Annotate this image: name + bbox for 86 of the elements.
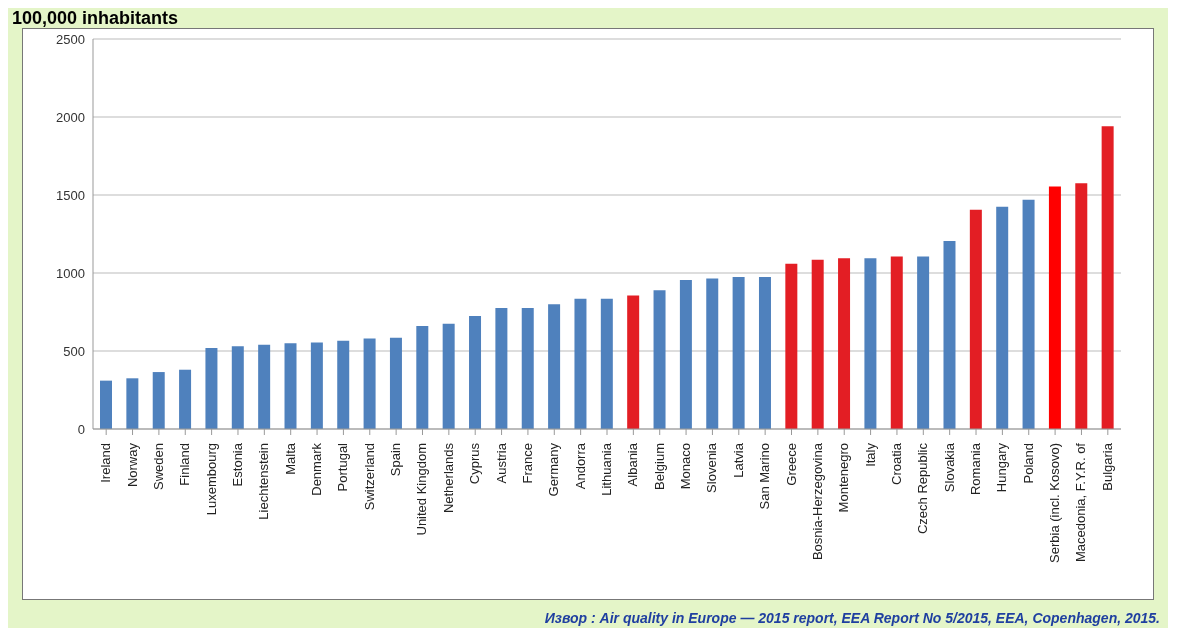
- bar: [600, 298, 613, 429]
- bar: [363, 338, 376, 429]
- bar: [1022, 199, 1035, 429]
- x-tick-label: Andorra: [572, 442, 588, 490]
- x-tick-label: Liechtenstein: [256, 443, 272, 520]
- x-tick-label: Macedonia, F.Y.R. of: [1073, 442, 1089, 562]
- bar: [495, 308, 508, 429]
- bar: [152, 372, 165, 429]
- x-tick-label: Portugal: [335, 442, 351, 492]
- x-tick-label: Greece: [783, 443, 799, 486]
- bar: [1101, 126, 1114, 429]
- x-tick-label: San Marino: [757, 443, 773, 510]
- bar: [943, 241, 956, 429]
- x-tick-label: Poland: [1020, 443, 1036, 484]
- x-tick-label: Ireland: [98, 443, 114, 483]
- bar: [890, 256, 903, 429]
- y-tick-label: 500: [63, 343, 85, 359]
- text: Извор : Air quality in Europe — 2015 report, EEA Report No 5/2015, EEA, Copenhagen, 2015.: [544, 610, 1160, 626]
- bar: [389, 337, 402, 429]
- bar: [179, 369, 192, 429]
- x-tick-label: Lithuania: [599, 442, 614, 496]
- x-tick-label: Romania: [968, 442, 984, 496]
- bar: [758, 276, 771, 429]
- bar: [548, 304, 561, 429]
- bar: [205, 347, 218, 429]
- x-tick-label: Latvia: [730, 442, 746, 478]
- y-tick-label: 2000: [56, 109, 85, 125]
- bar: [706, 278, 719, 429]
- bar: [1075, 183, 1088, 429]
- bar: [917, 256, 930, 429]
- x-tick-label: Czech Republic: [915, 442, 931, 535]
- bar: [442, 323, 455, 429]
- x-tick-label: Norway: [124, 442, 140, 488]
- bar: [231, 346, 244, 429]
- y-tick-label: 2500: [56, 31, 85, 47]
- y-tick-label: 1500: [56, 187, 85, 203]
- x-tick-label: Serbia (incl. Kosovo): [1047, 443, 1063, 563]
- x-tick-label: Montenegro: [836, 443, 852, 513]
- bar: [258, 344, 271, 429]
- x-tick-label: Bosnia-Herzegovina: [809, 442, 825, 561]
- x-tick-label: Italy: [862, 442, 878, 467]
- x-tick-label: Germany: [546, 442, 562, 497]
- x-tick-label: Finland: [177, 443, 193, 486]
- x-tick-label: France: [519, 443, 535, 484]
- bar: [469, 315, 482, 429]
- x-tick-label: Estonia: [229, 442, 245, 487]
- bar: [284, 343, 297, 429]
- bar: [416, 326, 429, 429]
- x-tick-label: Slovakia: [941, 442, 957, 493]
- x-tick-label: Netherlands: [440, 442, 456, 514]
- x-tick-label: Monaco: [678, 443, 694, 490]
- bar: [811, 259, 824, 429]
- bar: [679, 280, 692, 429]
- x-tick-label: Hungary: [994, 442, 1010, 493]
- x-tick-label: Albania: [625, 442, 641, 487]
- y-tick-label: 0: [77, 421, 85, 437]
- x-tick-label: Slovenia: [704, 442, 720, 493]
- x-tick-label: Malta: [282, 442, 298, 475]
- bar: [732, 276, 745, 429]
- x-tick-label: Belgium: [651, 443, 667, 490]
- bar: [653, 290, 666, 429]
- bar: [785, 263, 798, 429]
- x-tick-label: Luxembourg: [203, 443, 219, 516]
- x-tick-label: United Kingdom: [414, 443, 430, 536]
- x-tick-label: Cyprus: [467, 442, 483, 485]
- bar: [100, 380, 112, 429]
- bar: [574, 298, 587, 429]
- bar: [310, 342, 323, 429]
- x-tick-label: Austria: [493, 442, 509, 484]
- bar: [864, 258, 877, 429]
- bar: [337, 340, 350, 429]
- x-tick-label: Bulgaria: [1099, 442, 1115, 491]
- bar: [126, 378, 139, 429]
- x-tick-label: Spain: [388, 443, 404, 477]
- bar: [521, 308, 534, 429]
- x-tick-label: Croatia: [888, 442, 904, 485]
- chart-title: 100,000 inhabitants: [11, 8, 180, 28]
- x-tick-label: Denmark: [309, 442, 325, 496]
- bar: [969, 209, 982, 429]
- bar: [1048, 186, 1061, 429]
- bar: [996, 206, 1009, 429]
- bar: [838, 258, 851, 429]
- y-tick-label: 1000: [56, 265, 85, 281]
- x-tick-label: Sweden: [150, 443, 166, 490]
- bar: [627, 295, 640, 429]
- x-tick-label: Switzerland: [361, 443, 377, 511]
